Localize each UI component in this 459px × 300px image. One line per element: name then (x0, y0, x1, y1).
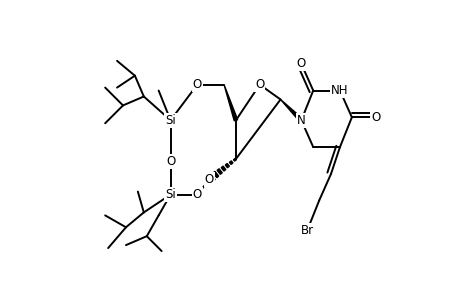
Polygon shape (221, 166, 225, 171)
Text: Si: Si (165, 114, 175, 127)
Text: N: N (297, 114, 305, 127)
Text: O: O (166, 155, 175, 168)
Polygon shape (217, 169, 222, 174)
Polygon shape (224, 85, 237, 121)
Text: O: O (192, 188, 202, 201)
Polygon shape (208, 174, 215, 181)
Text: O: O (370, 111, 380, 124)
Polygon shape (225, 164, 229, 168)
Text: O: O (204, 173, 213, 186)
Text: NH: NH (330, 84, 348, 97)
Text: Br: Br (300, 224, 313, 237)
Text: Si: Si (165, 188, 175, 201)
Polygon shape (213, 171, 218, 178)
Text: O: O (192, 78, 202, 91)
Polygon shape (229, 161, 232, 164)
Text: O: O (255, 78, 264, 91)
Polygon shape (280, 100, 302, 122)
Text: O: O (296, 57, 305, 70)
Polygon shape (233, 158, 236, 161)
